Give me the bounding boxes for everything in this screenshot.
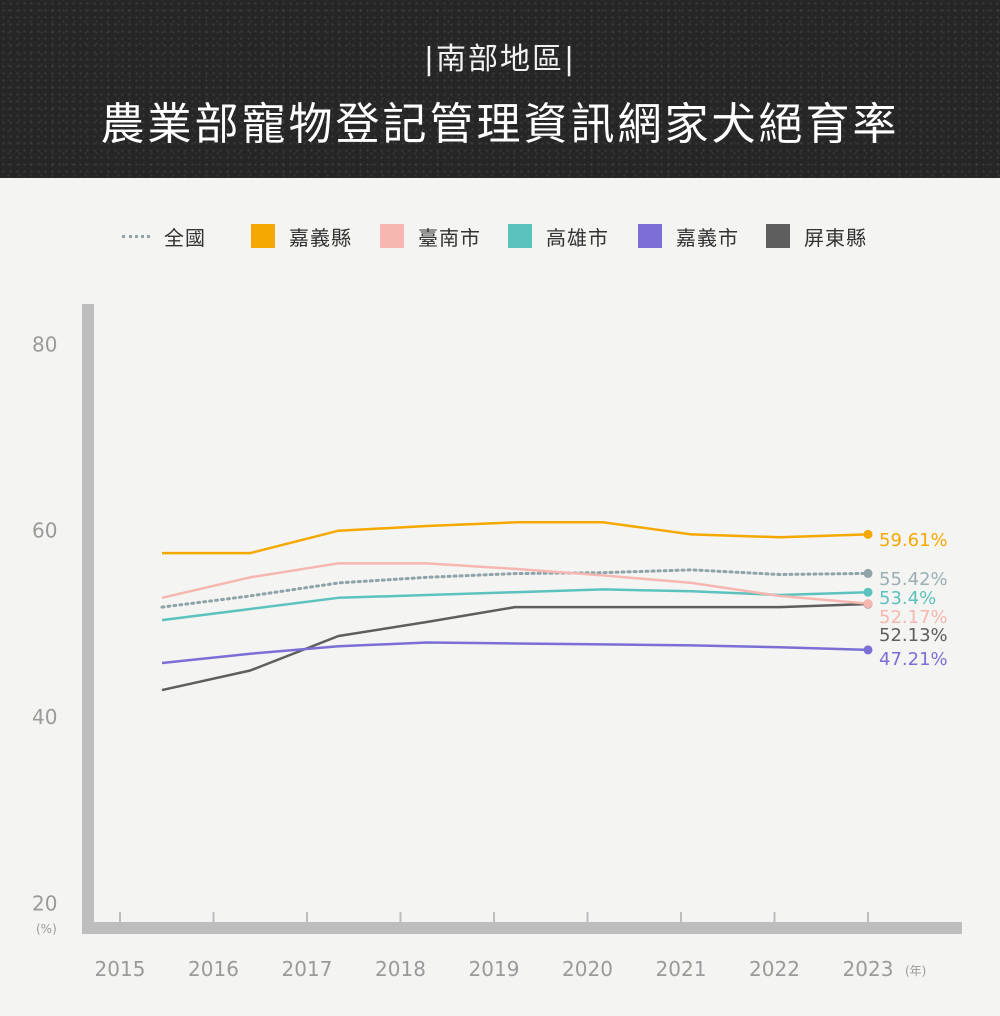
x-tick-label-2020: 2020 bbox=[562, 957, 613, 981]
chart-axes bbox=[82, 304, 962, 934]
end-label-tainan: 52.17% bbox=[879, 607, 948, 628]
end-markers bbox=[863, 529, 873, 655]
end-label-pingtung: 52.13% bbox=[879, 625, 948, 646]
y-tick-label-20: 20 bbox=[32, 892, 57, 916]
x-tick-label-2016: 2016 bbox=[188, 957, 239, 981]
legend-swatch-chiayi-county bbox=[251, 224, 275, 248]
legend-label-national: 全國 bbox=[164, 225, 206, 250]
y-tick-label-80: 80 bbox=[32, 332, 57, 356]
series-line-kaohsiung bbox=[161, 588, 869, 622]
legend-label-chiayi-county: 嘉義縣 bbox=[289, 225, 352, 250]
legend-swatch-chiayi-city bbox=[638, 224, 662, 248]
x-tick-label-2019: 2019 bbox=[469, 957, 520, 981]
series-line-chiayi_county bbox=[162, 521, 869, 555]
series-line-national bbox=[160, 568, 870, 609]
series-lines bbox=[160, 521, 870, 692]
legend-label-kaohsiung: 高雄市 bbox=[546, 225, 609, 250]
x-tick-label-2015: 2015 bbox=[95, 957, 146, 981]
legend-item-chiayi-county: 嘉義縣 bbox=[251, 220, 352, 252]
y-axis-bar bbox=[82, 304, 94, 934]
series-line-pingtung bbox=[161, 602, 869, 692]
axis-ticks bbox=[119, 912, 869, 922]
legend: 全國 嘉義縣 臺南市 高雄市 嘉義市 屏東縣 bbox=[0, 220, 1000, 252]
axis-labels: 20 40 60 80 (%) 2015 2016 2017 2018 2019 2020 2021 2… bbox=[32, 332, 948, 981]
legend-item-national: 全國 bbox=[122, 220, 206, 252]
x-tick-label-2018: 2018 bbox=[375, 957, 426, 981]
legend-item-kaohsiung: 高雄市 bbox=[508, 220, 609, 252]
x-tick-label-2017: 2017 bbox=[282, 957, 333, 981]
legend-item-chiayi-city: 嘉義市 bbox=[638, 220, 739, 252]
x-tick-label-2021: 2021 bbox=[656, 957, 707, 981]
series-line-tainan bbox=[161, 562, 869, 605]
y-tick-label-40: 40 bbox=[32, 705, 57, 729]
legend-swatch-tainan bbox=[380, 224, 404, 248]
legend-item-pingtung: 屏東縣 bbox=[766, 220, 867, 252]
legend-swatch-kaohsiung bbox=[508, 224, 532, 248]
chart-title: 農業部寵物登記管理資訊網家犬絕育率 bbox=[100, 99, 900, 150]
end-marker-kaohsiung bbox=[863, 587, 873, 597]
y-axis-unit: (%) bbox=[36, 922, 57, 936]
end-marker-chiayi_county bbox=[863, 529, 873, 539]
end-label-kaohsiung: 53.4% bbox=[879, 588, 936, 609]
legend-swatch-pingtung bbox=[766, 224, 790, 248]
y-tick-label-60: 60 bbox=[32, 519, 57, 543]
x-tick-label-2023: 2023 bbox=[843, 957, 894, 981]
end-marker-tainan bbox=[863, 599, 873, 609]
legend-label-chiayi-city: 嘉義市 bbox=[676, 225, 739, 250]
end-marker-chiayi_city bbox=[863, 645, 873, 655]
x-tick-label-2022: 2022 bbox=[749, 957, 800, 981]
legend-label-pingtung: 屏東縣 bbox=[804, 225, 867, 250]
x-axis-bar bbox=[82, 922, 962, 934]
legend-swatch-national bbox=[122, 234, 150, 238]
end-label-chiayi_city: 47.21% bbox=[879, 649, 948, 670]
end-label-national: 55.42% bbox=[879, 569, 948, 590]
header-banner: |南部地區| 農業部寵物登記管理資訊網家犬絕育率 bbox=[0, 0, 1000, 178]
legend-item-tainan: 臺南市 bbox=[380, 220, 481, 252]
end-label-chiayi_county: 59.61% bbox=[879, 530, 948, 551]
legend-label-tainan: 臺南市 bbox=[418, 225, 481, 250]
x-axis-unit: (年) bbox=[905, 964, 926, 978]
chart-subtitle: |南部地區| bbox=[423, 42, 577, 77]
end-marker-national bbox=[863, 568, 873, 578]
series-line-chiayi_city bbox=[161, 641, 869, 665]
